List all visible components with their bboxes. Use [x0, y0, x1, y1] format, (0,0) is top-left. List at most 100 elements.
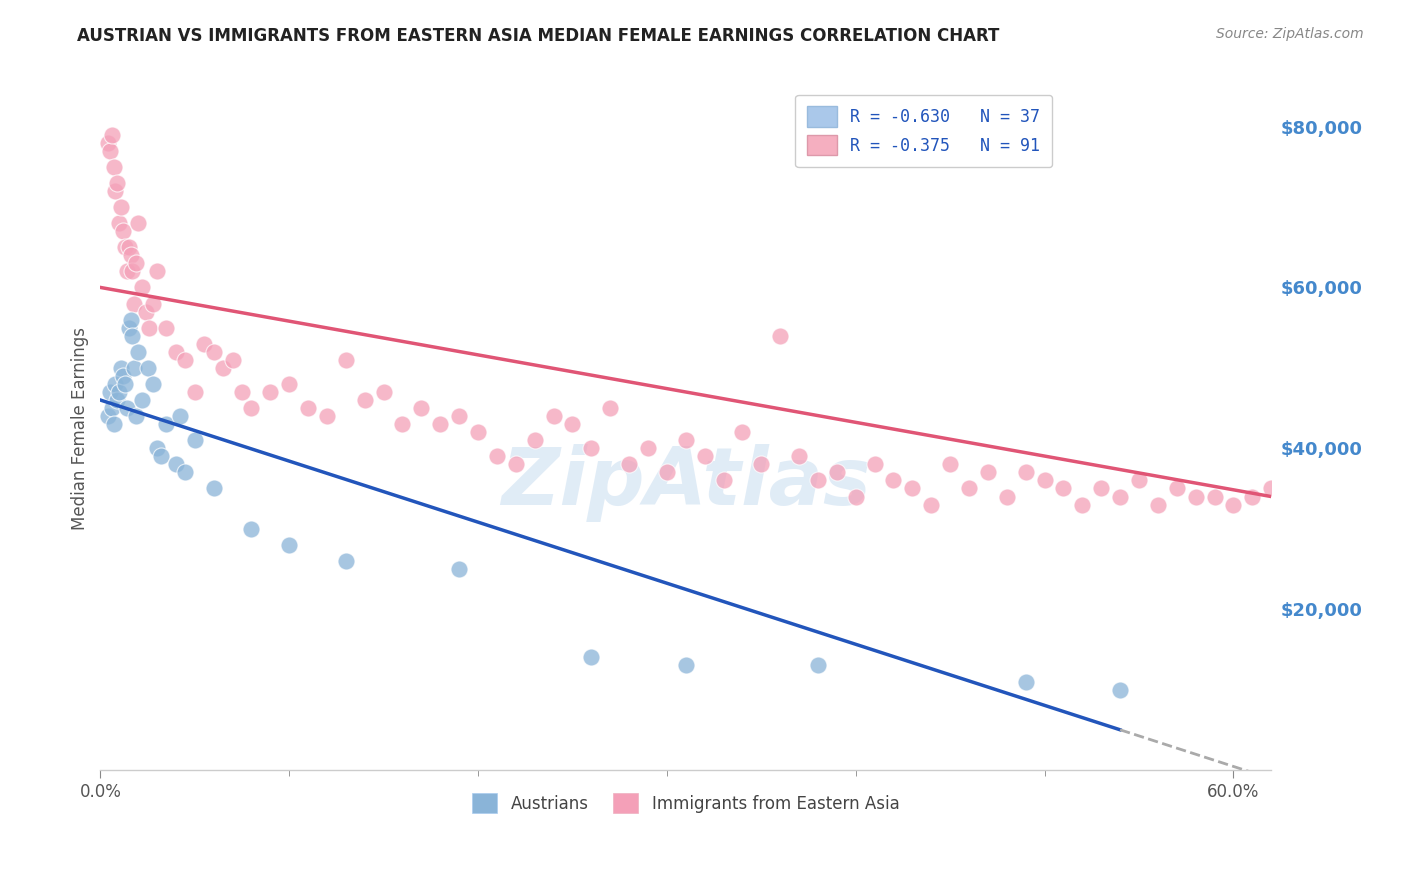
Point: [1052, 482, 1074, 496]
Point: [278, 376, 301, 391]
Point: [121, 328, 143, 343]
Point: [977, 466, 1000, 480]
Point: [787, 450, 810, 464]
Point: [131, 392, 153, 407]
Point: [1166, 482, 1188, 496]
Point: [165, 344, 187, 359]
Point: [118, 240, 141, 254]
Point: [1279, 482, 1302, 496]
Point: [111, 224, 134, 238]
Point: [391, 417, 413, 432]
Point: [98, 384, 121, 399]
Point: [240, 522, 263, 536]
Text: ZipAtlas: ZipAtlas: [501, 444, 870, 522]
Point: [1336, 642, 1358, 657]
Point: [749, 458, 772, 472]
Point: [121, 264, 143, 278]
Point: [731, 425, 754, 440]
Point: [297, 401, 319, 415]
Point: [1222, 498, 1244, 512]
Point: [1090, 482, 1112, 496]
Point: [278, 538, 301, 552]
Point: [105, 176, 128, 190]
Y-axis label: Median Female Earnings: Median Female Earnings: [72, 326, 89, 530]
Point: [231, 384, 253, 399]
Point: [184, 384, 207, 399]
Point: [617, 458, 640, 472]
Point: [543, 409, 565, 423]
Point: [142, 296, 165, 310]
Point: [125, 256, 148, 270]
Point: [98, 144, 121, 158]
Point: [125, 409, 148, 423]
Point: [467, 425, 489, 440]
Point: [411, 401, 433, 415]
Point: [1109, 490, 1132, 504]
Point: [1128, 474, 1150, 488]
Point: [429, 417, 451, 432]
Point: [120, 248, 142, 262]
Point: [146, 442, 169, 456]
Point: [1147, 498, 1170, 512]
Point: [120, 312, 142, 326]
Point: [115, 264, 138, 278]
Point: [769, 328, 792, 343]
Point: [373, 384, 395, 399]
Point: [118, 320, 141, 334]
Point: [882, 474, 904, 488]
Point: [193, 336, 215, 351]
Point: [995, 490, 1018, 504]
Point: [353, 392, 375, 407]
Point: [693, 450, 716, 464]
Point: [138, 320, 160, 334]
Point: [807, 658, 830, 673]
Point: [845, 490, 868, 504]
Point: [100, 401, 122, 415]
Point: [1241, 490, 1264, 504]
Point: [863, 458, 886, 472]
Point: [957, 482, 980, 496]
Point: [1071, 498, 1094, 512]
Point: [103, 417, 125, 432]
Point: [169, 409, 191, 423]
Point: [97, 136, 120, 150]
Point: [184, 434, 207, 448]
Point: [240, 401, 263, 415]
Point: [1014, 674, 1036, 689]
Point: [104, 376, 127, 391]
Point: [1260, 482, 1282, 496]
Point: [124, 360, 146, 375]
Point: [202, 482, 225, 496]
Point: [165, 458, 187, 472]
Point: [110, 200, 132, 214]
Point: [135, 304, 157, 318]
Point: [115, 401, 138, 415]
Point: [100, 128, 122, 142]
Point: [901, 482, 924, 496]
Point: [131, 280, 153, 294]
Text: Source: ZipAtlas.com: Source: ZipAtlas.com: [1216, 27, 1364, 41]
Point: [146, 264, 169, 278]
Point: [713, 474, 735, 488]
Legend: Austrians, Immigrants from Eastern Asia: Austrians, Immigrants from Eastern Asia: [463, 783, 910, 823]
Point: [523, 434, 546, 448]
Point: [104, 184, 127, 198]
Point: [1184, 490, 1206, 504]
Point: [124, 296, 146, 310]
Point: [939, 458, 962, 472]
Point: [103, 160, 125, 174]
Point: [155, 320, 177, 334]
Point: [110, 360, 132, 375]
Text: AUSTRIAN VS IMMIGRANTS FROM EASTERN ASIA MEDIAN FEMALE EARNINGS CORRELATION CHAR: AUSTRIAN VS IMMIGRANTS FROM EASTERN ASIA…: [77, 27, 1000, 45]
Point: [1033, 474, 1056, 488]
Point: [825, 466, 848, 480]
Point: [1204, 490, 1226, 504]
Point: [221, 352, 243, 367]
Point: [599, 401, 621, 415]
Point: [97, 409, 120, 423]
Point: [127, 344, 149, 359]
Point: [505, 458, 527, 472]
Point: [1316, 642, 1339, 657]
Point: [114, 240, 136, 254]
Point: [449, 409, 471, 423]
